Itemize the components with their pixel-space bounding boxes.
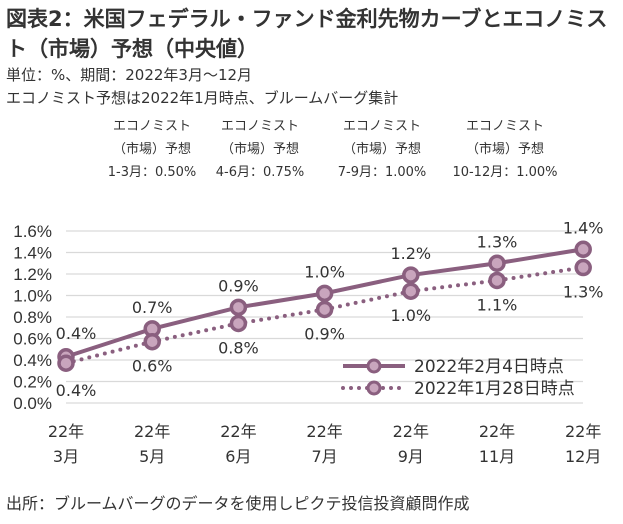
x-tick-label: 5月 xyxy=(139,447,165,466)
x-tick-label: 6月 xyxy=(225,447,251,466)
data-point xyxy=(402,282,420,300)
x-tick-label: 22年 xyxy=(393,422,429,441)
chart-title: 図表2：米国フェデラル・ファンド金利先物カーブとエコノミスト（市場）予想（中央値… xyxy=(6,7,608,61)
data-point xyxy=(574,240,592,259)
annotation-q3: エコノミスト （市場）予想 7-9月：1.00% xyxy=(337,119,427,180)
x-tick-label: 9月 xyxy=(398,447,424,466)
y-tick-label: 1.6% xyxy=(13,222,52,241)
data-label: 0.6% xyxy=(132,357,173,376)
data-label: 0.4% xyxy=(56,324,97,343)
x-tick-label: 22年 xyxy=(134,422,170,441)
data-point xyxy=(57,354,75,372)
data-point xyxy=(143,332,161,351)
source-note: 出所：ブルームバーグのデータを使用しピクテ投信投資顧問作成 xyxy=(6,494,470,513)
x-tick-label: 11月 xyxy=(479,447,515,466)
data-label: 1.3% xyxy=(563,283,604,302)
annotation-q1: エコノミスト （市場）予想 1-3月：0.50% xyxy=(107,119,197,180)
x-tick-label: 22年 xyxy=(306,422,342,441)
y-tick-label: 1.0% xyxy=(13,287,52,306)
data-label: 1.0% xyxy=(390,306,431,325)
y-tick-label: 0.4% xyxy=(13,351,52,370)
y-tick-label: 1.4% xyxy=(13,244,52,263)
data-label: 1.2% xyxy=(390,244,431,263)
data-point xyxy=(229,314,248,333)
legend-marker xyxy=(366,358,382,374)
x-tick-label: 22年 xyxy=(479,422,515,441)
legend-label: 2022年1月28日時点 xyxy=(414,379,575,399)
y-tick-label: 0.2% xyxy=(13,373,52,392)
annotation-q2: エコノミスト （市場）予想 4-6月：0.75% xyxy=(215,119,305,180)
data-point xyxy=(488,254,506,272)
x-tick-label: 22年 xyxy=(220,422,256,441)
data-label: 0.9% xyxy=(218,276,259,295)
y-tick-label: 0.8% xyxy=(13,308,52,327)
subtitle-units: 単位：%、期間：2022年3月～12月 xyxy=(6,66,253,84)
data-label: 1.4% xyxy=(563,218,604,237)
x-tick-label: 7月 xyxy=(312,447,338,466)
data-label: 0.4% xyxy=(56,381,97,400)
legend-label: 2022年2月4日時点 xyxy=(414,357,564,377)
data-label: 1.0% xyxy=(304,262,345,281)
data-label: 1.1% xyxy=(477,295,518,314)
y-tick-label: 0.6% xyxy=(13,330,52,349)
data-point xyxy=(574,258,592,277)
subtitle-note: エコノミスト予想は2022年1月時点、ブルームバーグ集計 xyxy=(6,89,399,107)
x-tick-label: 12月 xyxy=(565,447,601,466)
data-point xyxy=(229,298,248,317)
data-label: 0.8% xyxy=(218,338,259,357)
data-label: 1.3% xyxy=(477,232,518,251)
data-label: 0.7% xyxy=(132,298,173,317)
legend-marker xyxy=(366,380,382,396)
data-point xyxy=(315,300,334,319)
data-point xyxy=(315,284,334,303)
x-tick-label: 3月 xyxy=(53,447,79,466)
y-tick-label: 0.0% xyxy=(13,394,52,413)
data-point xyxy=(488,271,506,290)
x-tick-label: 22年 xyxy=(565,422,601,441)
x-tick-label: 22年 xyxy=(48,422,84,441)
data-point xyxy=(402,266,420,284)
y-tick-label: 1.2% xyxy=(13,265,52,284)
data-label: 0.9% xyxy=(304,324,345,343)
annotation-q4: エコノミスト （市場）予想 10-12月：1.00% xyxy=(452,119,558,180)
